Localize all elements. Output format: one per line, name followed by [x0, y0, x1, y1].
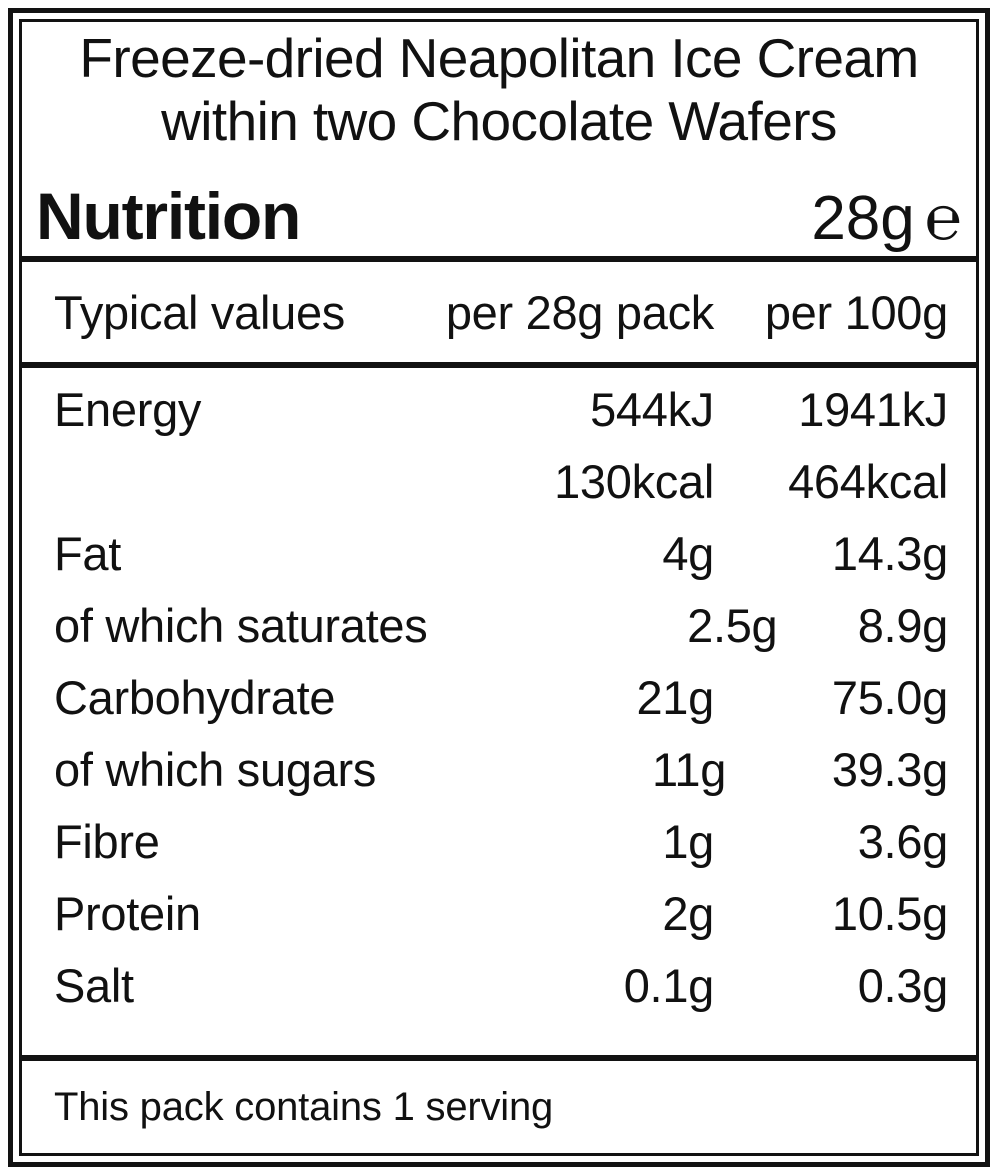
row-label: Salt — [54, 959, 134, 1012]
divider-below-title — [22, 256, 976, 262]
row-per-pack: 11g — [652, 743, 727, 796]
row-per-pack: 2g — [662, 887, 714, 940]
column-header-per-100g: per 100g — [764, 285, 948, 339]
row-per-pack: 0.1g — [623, 959, 715, 1012]
row-per-100g: 75.0g — [831, 671, 948, 724]
row-label: Energy — [54, 383, 202, 436]
row-per-100g: 1941kJ — [798, 383, 948, 436]
row-per-pack: 130kcal — [554, 455, 714, 508]
product-title-line-1: Freeze-dried Neapolitan Ice Cream — [79, 27, 919, 89]
nutrient-table: Energy 544kJ 1941kJ 130kcal 464kcal Fat … — [22, 368, 976, 1055]
table-row: Salt 0.1g 0.3g — [54, 958, 958, 1030]
nutrition-heading: Nutrition — [36, 179, 301, 253]
row-per-100g: 8.9g — [857, 599, 949, 652]
table-row: of which saturates 2.5g 8.9g — [54, 598, 958, 670]
column-header-per-pack: per 28g pack — [445, 285, 714, 339]
column-header-typical-values: Typical values — [54, 285, 345, 339]
label-title-section: Freeze-dried Neapolitan Ice Cream within… — [22, 22, 976, 256]
table-row: 130kcal 464kcal — [54, 454, 958, 526]
row-per-100g: 464kcal — [788, 455, 948, 508]
table-row: Carbohydrate 21g 75.0g — [54, 670, 958, 742]
row-per-pack: 4g — [662, 527, 714, 580]
divider-below-column-header — [22, 362, 976, 368]
row-label: Fat — [54, 527, 122, 580]
row-label: Carbohydrate — [54, 671, 336, 724]
nutrition-label-inner-frame: Freeze-dried Neapolitan Ice Cream within… — [19, 19, 979, 1156]
row-per-100g: 10.5g — [831, 887, 948, 940]
row-label: of which saturates — [54, 599, 428, 652]
row-per-100g: 14.3g — [831, 527, 948, 580]
servings-per-pack-text: This pack contains 1 serving — [54, 1084, 554, 1129]
row-label: of which sugars — [54, 743, 377, 796]
estimated-sign-icon: ℮ — [924, 185, 962, 253]
table-row: of which sugars 11g 39.3g — [54, 742, 958, 814]
net-weight-value: 28g — [811, 184, 915, 253]
label-footer-section: This pack contains 1 serving — [22, 1061, 976, 1153]
row-per-pack: 544kJ — [590, 383, 714, 436]
table-row: Energy 544kJ 1941kJ — [54, 382, 958, 454]
row-per-pack: 1g — [662, 815, 714, 868]
row-per-100g: 3.6g — [857, 815, 949, 868]
product-title-line-2: within two Chocolate Wafers — [161, 90, 837, 152]
row-per-pack: 21g — [636, 671, 714, 724]
divider-above-footer — [22, 1055, 976, 1061]
row-per-100g: 39.3g — [831, 743, 948, 796]
table-row: Protein 2g 10.5g — [54, 886, 958, 958]
row-label: Protein — [54, 887, 201, 940]
nutrition-label-outer-frame: Freeze-dried Neapolitan Ice Cream within… — [8, 8, 990, 1167]
row-per-pack: 2.5g — [687, 599, 778, 652]
net-weight-group: 28g ℮ — [811, 184, 962, 253]
nutrition-heading-row: Nutrition 28g ℮ — [36, 183, 962, 252]
row-label: Fibre — [54, 815, 160, 868]
table-row: Fibre 1g 3.6g — [54, 814, 958, 886]
table-column-header-row: Typical values per 28g pack per 100g — [22, 262, 976, 362]
table-row: Fat 4g 14.3g — [54, 526, 958, 598]
row-per-100g: 0.3g — [857, 959, 949, 1012]
